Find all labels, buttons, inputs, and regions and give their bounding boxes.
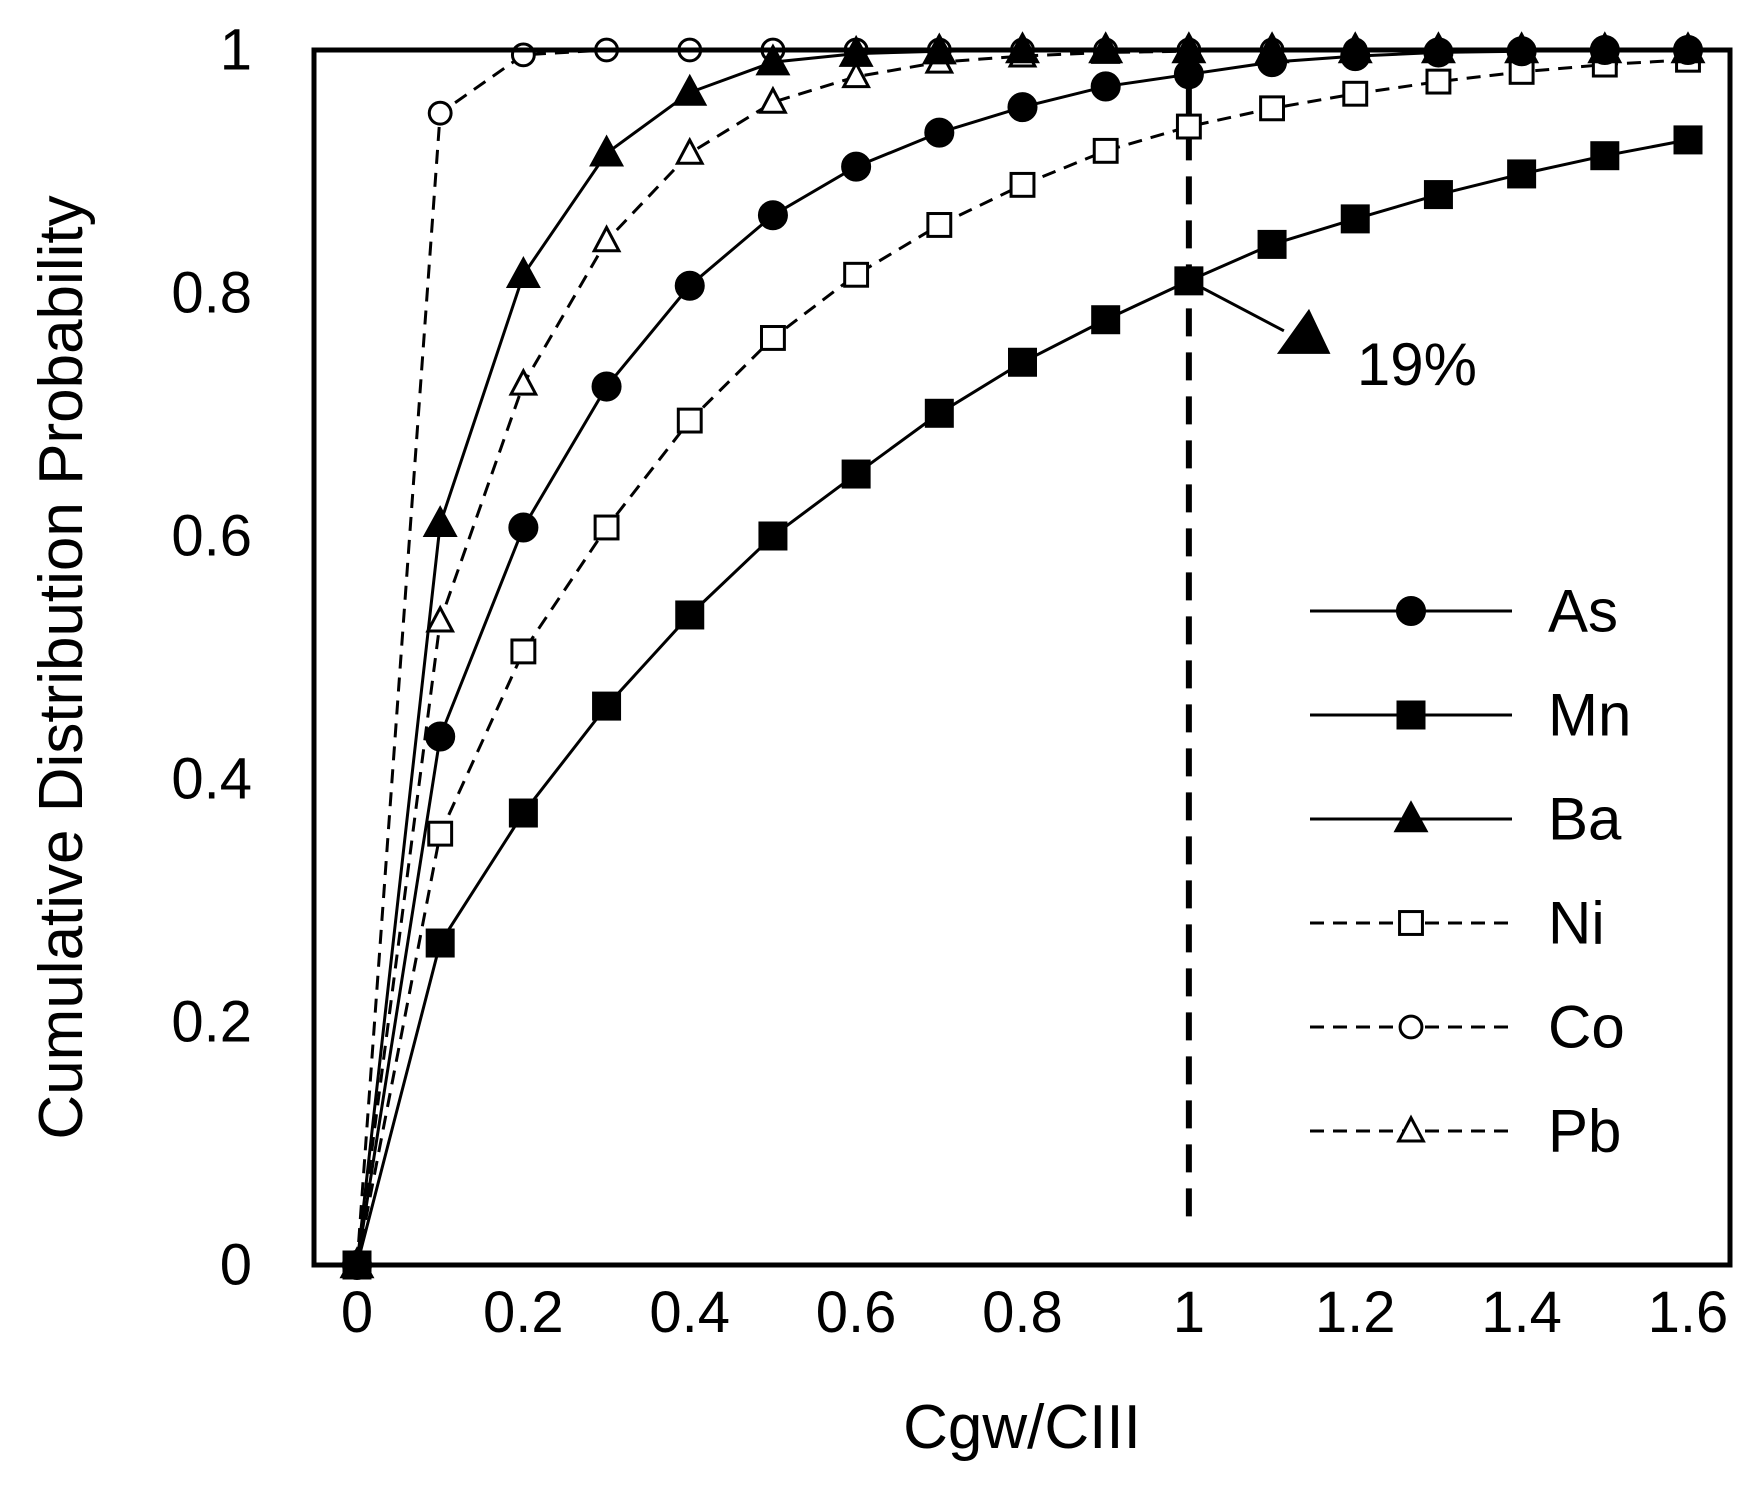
data-point-ni [1425, 68, 1452, 95]
legend-item-ba: Ba [1310, 786, 1622, 853]
data-point-ni [1009, 171, 1036, 198]
legend-item-mn: Mn [1310, 682, 1631, 749]
legend-label: As [1548, 578, 1618, 645]
data-point-mn [1673, 125, 1703, 155]
data-point-mn [1340, 204, 1370, 234]
data-point-pb [425, 604, 456, 633]
annotation-layer: 19% [1188, 279, 1477, 398]
data-point-mn [1008, 347, 1037, 377]
y-tick-label: 1 [220, 18, 252, 83]
legend-marker [1398, 1014, 1424, 1040]
data-point-ni [510, 638, 537, 665]
y-tick-label: 0.8 [171, 261, 252, 326]
legend-item-ni: Ni [1310, 890, 1605, 957]
data-point-ni [843, 261, 870, 288]
data-point-pb [591, 224, 622, 253]
y-axis-ticks: 0 0.2 0.4 0.6 0.8 1 [171, 18, 252, 1298]
legend-marker [1393, 800, 1429, 833]
legend-item-co: Co [1310, 994, 1625, 1061]
x-tick-label: 1.2 [1315, 1280, 1396, 1345]
legend-label: Co [1548, 994, 1625, 1061]
data-point-as [1090, 71, 1121, 102]
data-point-ba [422, 505, 458, 538]
data-point-as [674, 270, 705, 301]
plot-area-frame [311, 47, 1733, 1268]
legend-label: Pb [1548, 1098, 1621, 1165]
data-point-mn [508, 798, 538, 828]
data-point-mn [758, 521, 788, 551]
x-tick-label: 0.2 [483, 1280, 564, 1345]
x-tick-label: 0.6 [816, 1280, 897, 1345]
annotation-label: 19% [1357, 331, 1477, 398]
data-point-ni [759, 325, 786, 351]
data-point-ba [505, 256, 541, 288]
legend-marker [1398, 910, 1424, 936]
data-point-ni [593, 514, 620, 541]
legend-marker [1396, 700, 1426, 730]
legend: As Mn Ba Ni Co Pb [1310, 578, 1631, 1165]
data-point-mn [1507, 159, 1537, 189]
data-point-co [510, 42, 536, 68]
y-axis-title: Cumulative Distribution Probability [27, 195, 96, 1139]
data-point-as [425, 721, 456, 752]
data-point-mn [1590, 141, 1620, 171]
y-tick-label: 0.4 [171, 747, 252, 812]
data-point-co [427, 100, 453, 126]
data-point-as [924, 117, 955, 148]
data-point-ba [755, 43, 791, 76]
data-point-as [841, 151, 872, 182]
y-tick-label: 0.2 [171, 990, 252, 1055]
legend-item-as: As [1310, 578, 1618, 645]
x-axis-ticks: 0 0.2 0.4 0.6 0.8 1 1.2 1.4 1.6 [341, 1280, 1728, 1345]
x-tick-label: 0 [341, 1280, 373, 1345]
data-point-mn [841, 459, 871, 489]
data-point-as [1173, 59, 1204, 90]
data-point-pb [841, 60, 871, 89]
legend-label: Ba [1548, 786, 1622, 853]
data-point-ni [427, 820, 454, 847]
data-point-ni [926, 212, 953, 238]
data-point-mn [675, 600, 705, 630]
data-point-pb [674, 136, 705, 165]
x-tick-label: 1.4 [1481, 1280, 1562, 1345]
x-tick-label: 1 [1173, 1280, 1205, 1345]
x-axis-title: Cgw/CIII [903, 1393, 1141, 1462]
data-point-mn [924, 398, 954, 428]
data-point-ni [1259, 95, 1286, 122]
data-point-as [508, 512, 539, 543]
legend-marker [1395, 595, 1427, 627]
data-point-ni [1175, 113, 1202, 140]
data-point-ba [589, 134, 625, 167]
data-point-mn [1091, 305, 1121, 335]
data-point-ni [1342, 80, 1369, 107]
annotation-arrow [1188, 279, 1285, 333]
data-point-ba [672, 73, 708, 106]
data-point-mn [425, 928, 455, 958]
legend-marker [1396, 1114, 1426, 1143]
legend-item-pb: Pb [1310, 1098, 1621, 1165]
y-tick-label: 0 [220, 1233, 252, 1298]
data-point-as [591, 371, 622, 402]
x-tick-label: 0.8 [982, 1280, 1063, 1345]
data-point-mn [1257, 229, 1287, 259]
data-point-mn [592, 691, 622, 721]
data-point-pb [508, 367, 539, 396]
legend-label: Ni [1548, 890, 1605, 957]
data-point-pb [758, 85, 788, 114]
legend-label: Mn [1548, 682, 1631, 749]
data-point-mn [1423, 180, 1453, 210]
data-point-ni [676, 407, 703, 434]
annotation-triangle-marker [1276, 308, 1331, 354]
x-tick-label: 1.6 [1648, 1280, 1729, 1345]
data-point-ni [1092, 137, 1119, 164]
data-point-as [757, 200, 788, 231]
data-point-as [1007, 92, 1038, 123]
x-tick-label: 0.4 [649, 1280, 730, 1345]
y-tick-label: 0.6 [171, 504, 252, 569]
